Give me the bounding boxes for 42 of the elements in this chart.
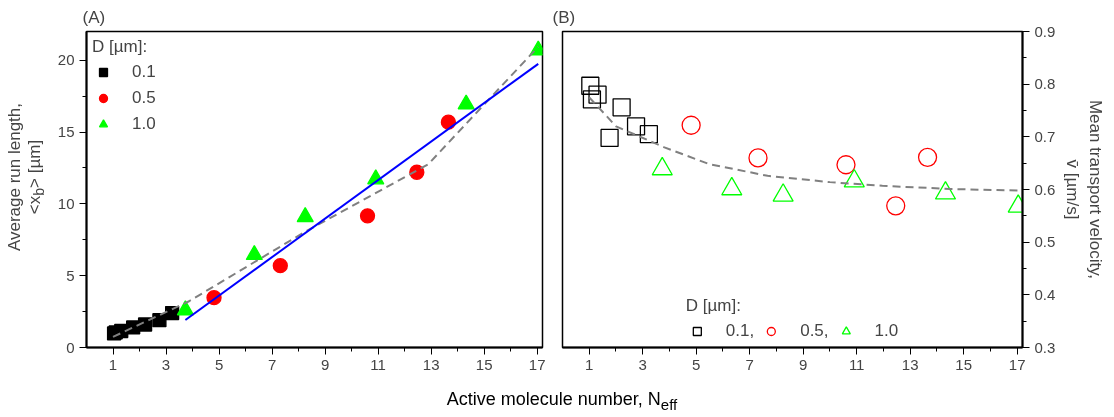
x-axis-title: Active molecule number, N$_{eff}$: [445, 388, 679, 415]
y-tick-label: 15: [57, 123, 75, 141]
legend-title: D [µm]:: [685, 296, 742, 316]
x-tick-label: 15: [475, 355, 493, 373]
x-tick-label: 7: [745, 355, 754, 373]
x-tick-label: 5: [214, 355, 224, 373]
y2-tick-label: 0.7: [1034, 127, 1056, 145]
x-tick-label: 5: [692, 355, 701, 373]
legend-label: 0.5: [132, 88, 156, 108]
y2-axis-title: Mean transport velocity, v̄ [µm/s]: [1063, 99, 1106, 280]
y-tick-label: 0: [66, 338, 75, 356]
x-tick-label: 17: [528, 355, 546, 373]
x-tick-label: 1: [108, 355, 118, 373]
legend-label: 1.0: [874, 321, 899, 341]
legend-label: 0.5,: [800, 321, 829, 341]
x-tick-label: 3: [161, 355, 171, 373]
y2-tick-label: 0.6: [1034, 180, 1056, 198]
legend-label: 0.1: [132, 62, 156, 82]
legend-title: D [µm]:: [92, 37, 149, 57]
y2-tick-label: 0.3: [1034, 338, 1056, 356]
y-tick-label: 10: [57, 194, 75, 212]
y2-tick-label: 0.8: [1034, 75, 1056, 93]
x-tick-label: 3: [638, 355, 647, 373]
x-tick-label: 7: [267, 355, 277, 373]
x-tick-label: 15: [955, 355, 973, 373]
x-tick-label: 9: [799, 355, 808, 373]
x-tick-label: 17: [1008, 355, 1026, 373]
y2-tick-label: 0.9: [1034, 22, 1056, 40]
chart-title: (A): [82, 7, 106, 27]
y2-tick-label: 0.5: [1034, 233, 1056, 251]
x-tick-label: 13: [422, 355, 440, 373]
y2-tick-label: 0.4: [1034, 285, 1056, 303]
x-tick-label: 13: [901, 355, 919, 373]
legend-label: 0.1,: [725, 321, 755, 341]
y-tick-label: 5: [66, 266, 75, 284]
chart-title: (B): [552, 7, 576, 27]
x-tick-label: 9: [320, 355, 330, 373]
legend-label: 1.0: [132, 114, 156, 134]
x-tick-label: 1: [585, 355, 594, 373]
x-tick-label: 11: [848, 355, 865, 373]
y-tick-label: 20: [57, 51, 75, 69]
x-tick-label: 11: [370, 355, 386, 373]
